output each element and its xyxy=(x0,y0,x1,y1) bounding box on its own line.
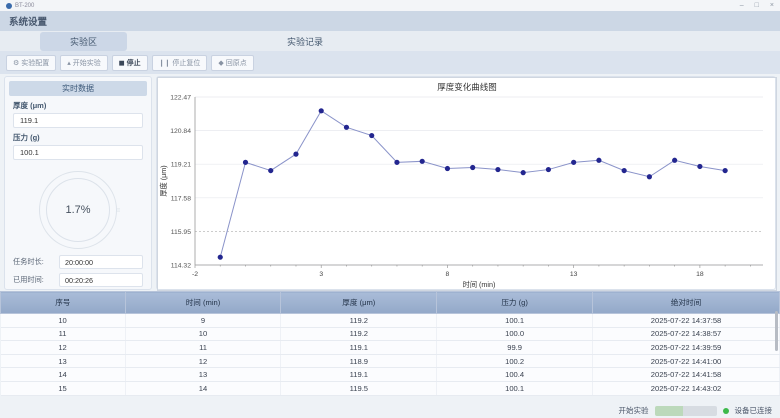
svg-text:117.58: 117.58 xyxy=(171,195,192,202)
svg-text:114.32: 114.32 xyxy=(171,263,192,270)
svg-text:122.47: 122.47 xyxy=(170,95,191,102)
svg-text:厚度 (μm): 厚度 (μm) xyxy=(159,165,168,196)
svg-text:13: 13 xyxy=(570,271,578,278)
svg-text:18: 18 xyxy=(696,271,704,278)
svg-text:119.21: 119.21 xyxy=(171,162,192,169)
svg-text:时间 (min): 时间 (min) xyxy=(463,280,496,289)
svg-text:3: 3 xyxy=(319,271,323,278)
svg-text:1.7%: 1.7% xyxy=(65,204,90,216)
svg-text:120.84: 120.84 xyxy=(170,128,191,135)
svg-text:厚度变化曲线图: 厚度变化曲线图 xyxy=(437,82,497,92)
svg-text:-2: -2 xyxy=(192,271,198,278)
svg-text:115.95: 115.95 xyxy=(171,229,192,236)
svg-text:8: 8 xyxy=(446,271,450,278)
